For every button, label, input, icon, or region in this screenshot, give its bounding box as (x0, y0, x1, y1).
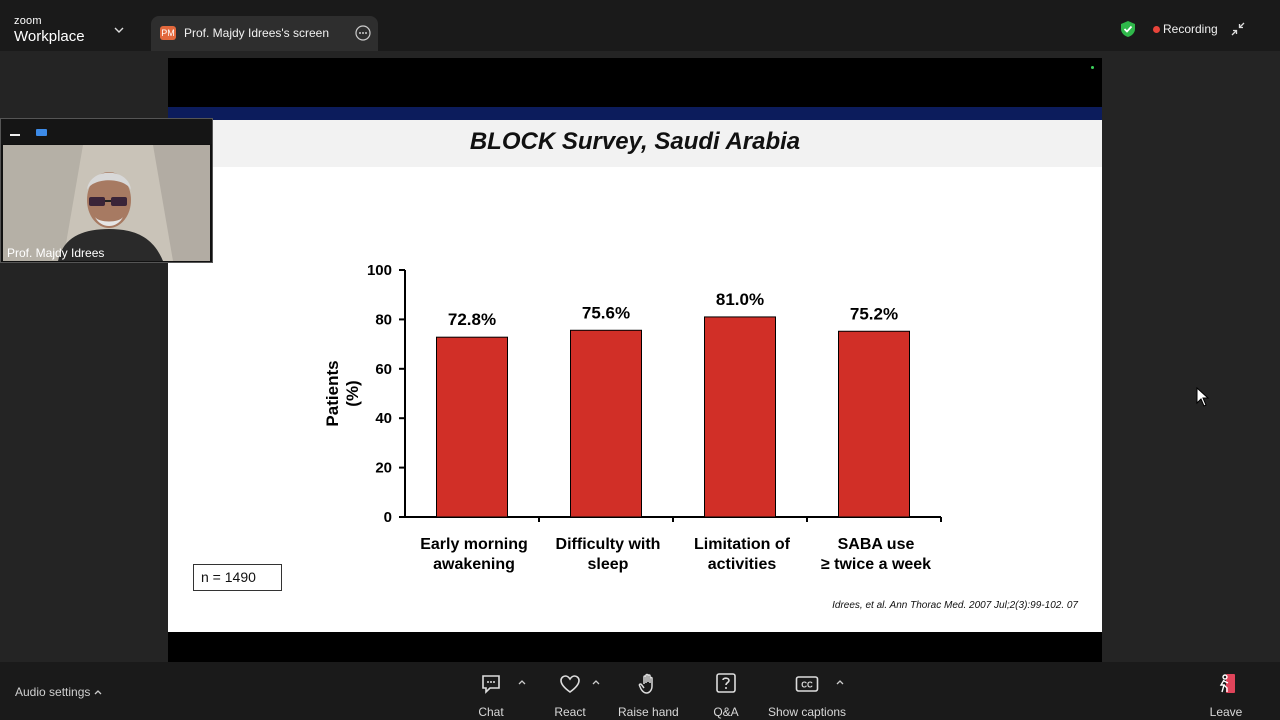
category-label-line: activities (708, 556, 777, 573)
category-label-line: awakening (433, 556, 515, 573)
qa-label: Q&A (713, 705, 739, 719)
bar (838, 330, 910, 518)
y-tick-label: 80 (375, 311, 392, 328)
category-label-line: sleep (588, 556, 629, 573)
react-button[interactable]: React (552, 672, 588, 719)
chat-icon (482, 675, 500, 694)
tab-title: Prof. Majdy Idrees's screen (184, 26, 330, 40)
category-label-line: SABA use (838, 536, 915, 553)
bar-value-label: 75.6% (582, 303, 630, 322)
captions-options-chevron-icon[interactable] (835, 677, 845, 687)
sample-size-box: n = 1490 (193, 564, 282, 591)
category-label: Limitation of activities (694, 536, 791, 573)
video-panel-header (1, 119, 212, 144)
meeting-toolbar: Audio settings Chat React Raise hand (0, 662, 1280, 720)
presentation-slide: BLOCK Survey, Saudi Arabia 0 20 40 60 80 100 P… (168, 120, 1102, 632)
y-tick-label: 0 (384, 509, 392, 526)
bar-value-label: 81.0% (716, 290, 764, 309)
avatar: PM (160, 26, 176, 40)
bar (704, 316, 776, 518)
svg-text:CC: CC (801, 681, 813, 690)
brand-small: zoom (14, 15, 42, 27)
leave-label: Leave (1209, 705, 1243, 719)
recording-dot (1153, 26, 1160, 33)
shared-screen: BLOCK Survey, Saudi Arabia 0 20 40 60 80 100 P… (168, 58, 1102, 663)
bar-chart: 0 20 40 60 80 100 Patients(%) 72.8% Early mornin… (323, 262, 942, 573)
y-axis-label-line: (%) (343, 380, 362, 406)
heart-icon (560, 675, 580, 693)
mouse-cursor-icon (1196, 387, 1210, 407)
zoom-workplace-logo[interactable]: zoom Workplace (14, 15, 85, 45)
chat-label: Chat (478, 705, 504, 719)
hand-icon (638, 673, 653, 694)
exit-fullscreen-icon[interactable] (1230, 21, 1246, 37)
slide-title: BLOCK Survey, Saudi Arabia (469, 128, 801, 155)
chevron-up-icon[interactable] (93, 687, 103, 697)
category-label-line: Difficulty with (556, 536, 661, 553)
leave-button[interactable]: Leave (1208, 672, 1244, 719)
y-tick-label: 40 (375, 410, 392, 427)
brand-large: Workplace (14, 28, 85, 45)
chevron-down-icon[interactable] (113, 24, 125, 36)
y-tick-label: 100 (367, 262, 392, 279)
y-tick-label: 20 (375, 460, 392, 477)
recording-label[interactable]: Recording (1163, 22, 1218, 36)
category-label-line: Early morning (420, 536, 528, 553)
category-label: Early morning awakening (420, 536, 528, 573)
tab-shared-screen[interactable]: PM Prof. Majdy Idrees's screen (151, 16, 378, 51)
slide-header-band (168, 107, 1102, 120)
minimize-video-icon[interactable] (10, 134, 20, 136)
category-label: SABA use ≥ twice a week (821, 536, 931, 573)
title-bar: zoom Workplace PM Prof. Majdy Idrees's s… (0, 0, 1280, 51)
bar-value-label: 75.2% (850, 304, 898, 323)
audio-settings-button[interactable]: Audio settings (15, 685, 91, 699)
video-layout-icon[interactable] (36, 129, 47, 136)
category-label-line: ≥ twice a week (821, 556, 931, 573)
slide-title-bar (168, 120, 1102, 167)
react-options-chevron-icon[interactable] (591, 677, 601, 687)
bar-value-label: 72.8% (448, 310, 496, 329)
raise-hand-button[interactable]: Raise hand (618, 672, 679, 719)
question-icon (716, 673, 736, 693)
bar (570, 329, 642, 518)
y-axis-label: Patients(%) (323, 360, 362, 426)
leave-icon (1219, 674, 1235, 693)
y-axis-label-line: Patients (323, 360, 342, 426)
participant-silhouette (3, 145, 210, 261)
qa-button[interactable]: Q&A (710, 672, 742, 719)
category-label: Difficulty with sleep (556, 536, 661, 573)
participant-video (3, 145, 210, 261)
closed-captions-icon: CC (795, 676, 819, 692)
indicator-dot (1091, 66, 1094, 69)
y-tick-label: 60 (375, 361, 392, 378)
participant-name: Prof. Majdy Idrees (7, 246, 105, 260)
bar (436, 336, 508, 518)
encryption-shield-icon[interactable] (1120, 20, 1136, 38)
more-options-icon[interactable] (355, 25, 371, 41)
citation: Idrees, et al. Ann Thorac Med. 2007 Jul;… (832, 600, 1078, 611)
raise-hand-label: Raise hand (618, 705, 679, 719)
category-label-line: Limitation of (694, 536, 791, 553)
react-label: React (554, 705, 586, 719)
chat-options-chevron-icon[interactable] (517, 677, 527, 687)
show-captions-button[interactable]: CC Show captions (768, 672, 846, 719)
chat-button[interactable]: Chat (474, 672, 508, 719)
show-captions-label: Show captions (768, 705, 847, 719)
participant-video-panel[interactable]: Prof. Majdy Idrees (0, 118, 213, 263)
